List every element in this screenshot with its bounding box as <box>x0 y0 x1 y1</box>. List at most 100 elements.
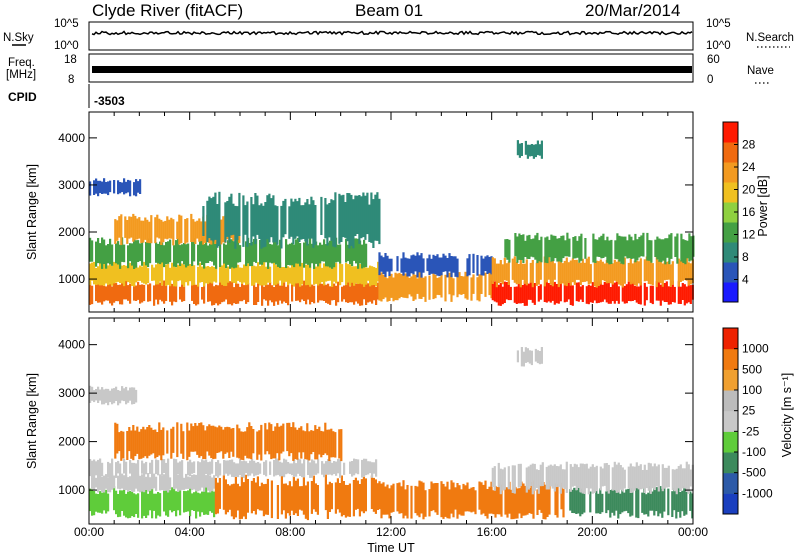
data-cell <box>223 243 226 264</box>
data-cell <box>374 194 377 241</box>
data-cell <box>121 282 124 305</box>
data-cell <box>460 489 463 516</box>
freq-trace <box>92 66 692 73</box>
data-cell <box>396 273 399 301</box>
data-cell <box>629 463 632 493</box>
data-cell <box>276 485 279 519</box>
data-cell <box>293 261 296 287</box>
data-cell <box>173 245 176 267</box>
data-cell <box>587 468 590 495</box>
data-cell <box>641 470 644 489</box>
data-cell <box>197 244 200 266</box>
data-cell <box>304 485 307 519</box>
data-cell <box>655 466 658 487</box>
data-cell <box>141 474 144 492</box>
data-cell <box>331 462 334 476</box>
data-cell <box>233 241 236 269</box>
data-cell <box>323 282 326 301</box>
data-cell <box>186 422 189 461</box>
data-cell <box>123 388 126 402</box>
data-cell <box>661 488 664 518</box>
data-cell <box>166 430 169 454</box>
data-cell <box>117 180 120 195</box>
data-cell <box>595 282 598 304</box>
data-cell <box>639 282 642 305</box>
data-cell <box>307 262 310 285</box>
data-cell <box>185 473 188 489</box>
data-cell <box>153 473 156 489</box>
data-cell <box>260 482 263 511</box>
colorbar-tick-label: 16 <box>742 205 756 219</box>
data-cell <box>109 477 112 493</box>
data-cell <box>498 483 501 515</box>
data-cell <box>420 481 423 514</box>
data-cell <box>127 261 130 283</box>
data-cell <box>156 432 159 457</box>
data-cell <box>213 267 216 282</box>
data-cell <box>619 493 622 515</box>
data-cell <box>392 277 395 302</box>
data-cell <box>219 244 222 267</box>
data-cell <box>105 286 108 301</box>
data-cell <box>273 262 276 286</box>
data-cell <box>365 243 368 268</box>
data-cell <box>121 265 124 284</box>
data-cell <box>581 258 584 283</box>
data-cell <box>476 255 479 276</box>
data-cell <box>193 474 196 490</box>
data-cell <box>263 286 266 300</box>
data-cell <box>513 465 516 494</box>
data-band <box>91 473 216 493</box>
data-cell <box>89 237 92 262</box>
data-cell <box>337 244 340 262</box>
data-cell <box>663 258 666 281</box>
colorbar-segment <box>723 122 738 143</box>
data-cell <box>177 474 180 492</box>
data-cell <box>492 490 495 515</box>
data-cell <box>253 460 256 477</box>
data-cell <box>355 266 358 284</box>
data-cell <box>217 460 220 478</box>
data-band <box>214 474 379 521</box>
data-band <box>89 486 216 519</box>
data-cell <box>179 264 182 281</box>
data-cell <box>340 475 343 517</box>
data-cell <box>197 281 200 305</box>
data-cell <box>365 267 368 285</box>
data-cell <box>114 422 117 459</box>
data-cell <box>520 347 523 367</box>
data-cell <box>254 482 257 515</box>
data-cell <box>512 484 515 520</box>
data-cell <box>602 233 605 258</box>
data-cell <box>637 261 640 284</box>
data-cell <box>436 483 439 515</box>
data-cell <box>546 236 549 264</box>
data-cell <box>556 238 559 262</box>
data-cell <box>93 390 96 403</box>
data-cell <box>167 475 170 493</box>
data-cell <box>495 280 498 303</box>
data-cell <box>356 480 359 509</box>
data-cell <box>289 267 292 284</box>
data-cell <box>173 458 176 477</box>
data-cell <box>113 261 116 284</box>
nave-tick-bottom: 0 <box>707 74 713 86</box>
data-cell <box>547 465 550 490</box>
data-cell <box>635 260 638 286</box>
data-cell <box>247 283 250 303</box>
colorbar-tick-label: -25 <box>742 424 760 438</box>
data-cell <box>388 258 391 276</box>
data-cell <box>442 483 445 519</box>
data-cell <box>118 432 121 452</box>
y-tick-label: 4000 <box>58 131 85 145</box>
data-cell <box>187 243 190 266</box>
data-cell <box>131 462 134 475</box>
data-cell <box>662 239 665 261</box>
data-cell <box>262 205 265 248</box>
data-cell <box>497 263 500 283</box>
data-cell <box>369 285 372 302</box>
data-cell <box>224 202 227 243</box>
data-cell <box>618 235 621 262</box>
colorbar-tick-label: -100 <box>742 445 766 459</box>
